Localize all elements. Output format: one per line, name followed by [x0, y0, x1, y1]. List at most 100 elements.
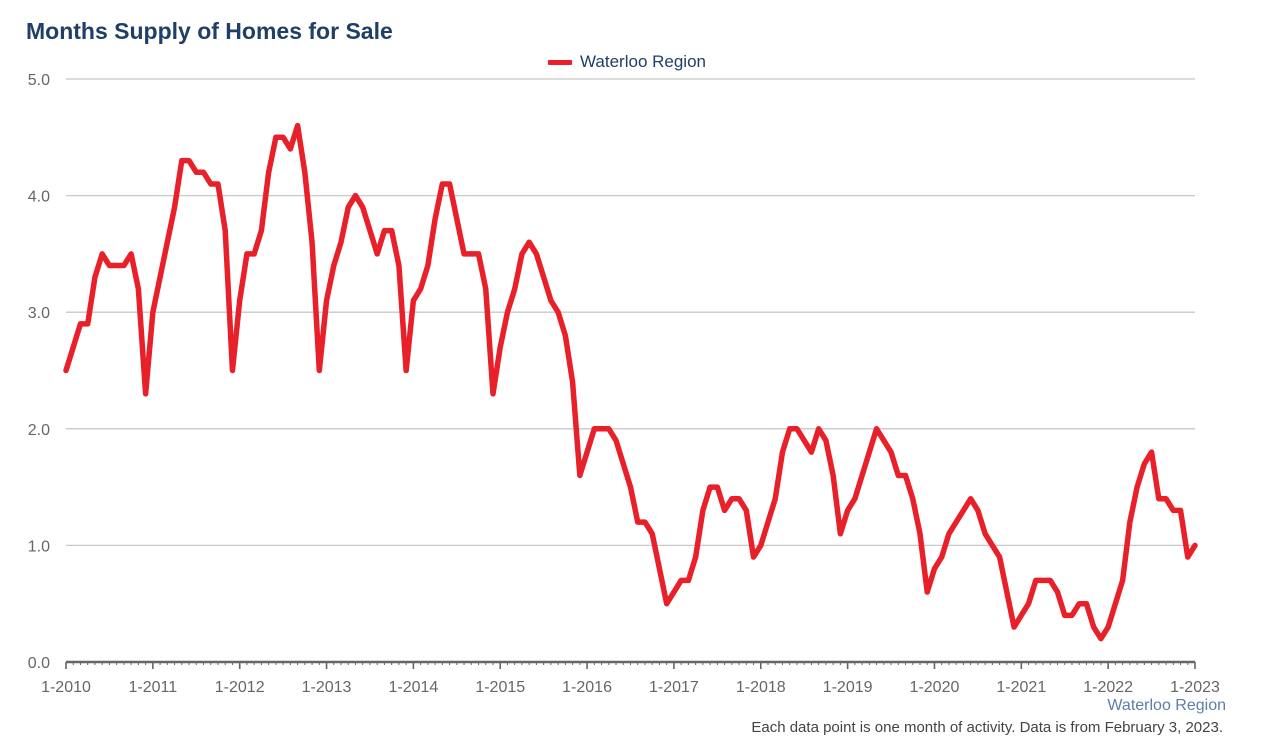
x-tick-label: 1-2018 [736, 679, 786, 696]
data-point [1171, 508, 1176, 513]
data-point [107, 263, 112, 268]
data-point [114, 263, 119, 268]
data-point [845, 508, 850, 513]
data-point [614, 438, 619, 443]
data-point [1019, 613, 1024, 618]
data-point [367, 228, 372, 233]
data-point [592, 426, 597, 431]
data-point [650, 531, 655, 536]
y-tick-label: 2.0 [28, 422, 50, 439]
data-point [273, 135, 278, 140]
data-point [1026, 601, 1031, 606]
legend-label: Waterloo Region [580, 52, 706, 71]
data-point [244, 251, 249, 256]
data-point [628, 485, 633, 490]
data-point [78, 321, 83, 326]
data-point [708, 485, 713, 490]
chart-title: Months Supply of Homes for Sale [26, 18, 393, 44]
data-point [1106, 625, 1111, 630]
data-point [353, 193, 358, 198]
data-point [476, 251, 481, 256]
x-tick-label: 1-2013 [302, 679, 352, 696]
data-point [1120, 578, 1125, 583]
data-point [331, 263, 336, 268]
legend[interactable]: Waterloo Region [548, 51, 706, 73]
data-point [570, 380, 575, 385]
data-point [527, 240, 532, 245]
data-point [172, 205, 177, 210]
data-point [867, 450, 872, 455]
data-point [556, 310, 561, 315]
data-point [418, 286, 423, 291]
data-point [382, 228, 387, 233]
data-point [411, 298, 416, 303]
data-point [831, 473, 836, 478]
data-point [295, 123, 300, 128]
data-point [1012, 625, 1017, 630]
data-point [158, 275, 163, 280]
data-point [92, 275, 97, 280]
data-point [1069, 613, 1074, 618]
data-point [1142, 461, 1147, 466]
data-point [657, 566, 662, 571]
data-point [686, 578, 691, 583]
data-point [505, 310, 510, 315]
data-point [635, 520, 640, 525]
data-point [577, 473, 582, 478]
data-point [664, 601, 669, 606]
data-point [968, 496, 973, 501]
data-point [483, 286, 488, 291]
data-point [990, 543, 995, 548]
data-point [541, 275, 546, 280]
data-point [288, 146, 293, 151]
legend-swatch [548, 59, 572, 65]
x-tick-label: 1-2021 [996, 679, 1046, 696]
data-point [360, 205, 365, 210]
data-point [642, 520, 647, 525]
data-point [519, 251, 524, 256]
data-point [223, 228, 228, 233]
footnote: Each data point is one month of activity… [751, 719, 1223, 736]
data-point [599, 426, 604, 431]
data-point [121, 263, 126, 268]
data-point [874, 426, 879, 431]
data-point [548, 298, 553, 303]
data-point [346, 205, 351, 210]
data-point [939, 555, 944, 560]
data-point [932, 566, 937, 571]
data-point [281, 135, 286, 140]
data-point [1149, 450, 1154, 455]
data-point [389, 228, 394, 233]
data-point [1185, 555, 1190, 560]
data-point [454, 216, 459, 221]
data-point [165, 240, 170, 245]
data-point [425, 263, 430, 268]
data-point [179, 158, 184, 163]
data-point [852, 496, 857, 501]
x-tick-label: 1-2023 [1170, 679, 1220, 696]
x-tick-label: 1-2020 [910, 679, 960, 696]
data-point [816, 426, 821, 431]
data-point [237, 298, 242, 303]
data-point [1048, 578, 1053, 583]
data-point [802, 438, 807, 443]
data-point [187, 158, 192, 163]
data-point [722, 508, 727, 513]
data-point [838, 531, 843, 536]
data-point [143, 391, 148, 396]
x-tick-label: 1-2012 [215, 679, 265, 696]
data-point [983, 531, 988, 536]
data-point [1033, 578, 1038, 583]
data-point [715, 485, 720, 490]
data-point [946, 531, 951, 536]
data-point [129, 251, 134, 256]
data-point [758, 543, 763, 548]
data-point [310, 240, 315, 245]
x-tick-label: 1-2022 [1083, 679, 1133, 696]
data-point [1135, 485, 1140, 490]
data-point [317, 368, 322, 373]
y-tick-label: 1.0 [28, 538, 50, 555]
data-point [324, 298, 329, 303]
data-point [910, 496, 915, 501]
